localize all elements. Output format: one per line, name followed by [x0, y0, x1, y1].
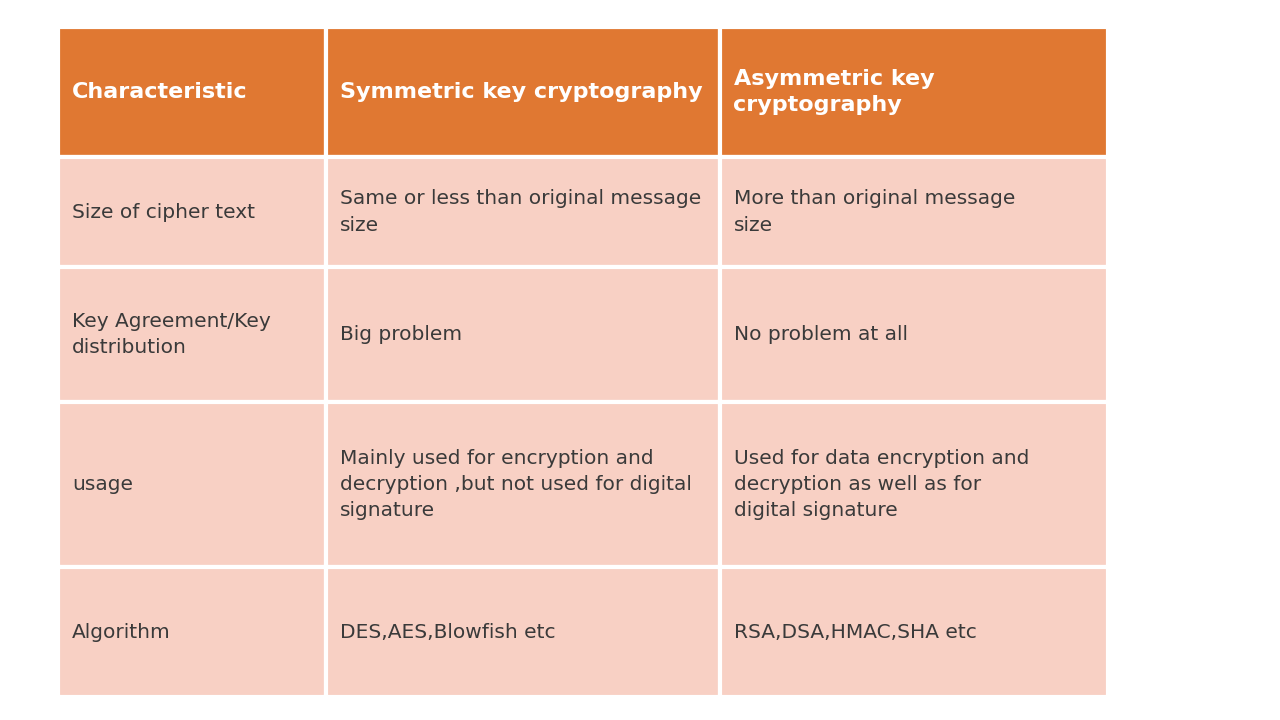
Bar [719, 267, 1108, 402]
Bar [719, 157, 1108, 267]
Bar [58, 267, 325, 402]
Text: Used for data encryption and
decryption as well as for
digital signature: Used for data encryption and decryption … [733, 449, 1029, 521]
Bar [58, 402, 325, 567]
Text: Size of cipher text: Size of cipher text [72, 202, 255, 222]
Text: usage: usage [72, 475, 133, 494]
Text: Mainly used for encryption and
decryption ,but not used for digital
signature: Mainly used for encryption and decryptio… [339, 449, 691, 521]
Text: Asymmetric key
cryptography: Asymmetric key cryptography [733, 69, 934, 114]
Bar [325, 567, 719, 697]
Bar [719, 27, 1108, 157]
Bar [325, 27, 719, 157]
Bar [719, 567, 1108, 697]
Text: RSA,DSA,HMAC,SHA etc: RSA,DSA,HMAC,SHA etc [733, 623, 977, 642]
Bar [719, 402, 1108, 567]
Bar [325, 402, 719, 567]
Text: Characteristic: Characteristic [72, 82, 247, 102]
Bar [58, 567, 325, 697]
Text: More than original message
size: More than original message size [733, 189, 1015, 235]
Text: Algorithm: Algorithm [72, 623, 170, 642]
Text: Key Agreement/Key
distribution: Key Agreement/Key distribution [72, 312, 271, 357]
Text: No problem at all: No problem at all [733, 325, 908, 344]
Text: Big problem: Big problem [339, 325, 462, 344]
Bar [58, 157, 325, 267]
Text: DES,AES,Blowfish etc: DES,AES,Blowfish etc [339, 623, 556, 642]
Text: Symmetric key cryptography: Symmetric key cryptography [339, 82, 703, 102]
Bar [58, 27, 325, 157]
Text: Same or less than original message
size: Same or less than original message size [339, 189, 701, 235]
Bar [325, 157, 719, 267]
Bar [325, 267, 719, 402]
